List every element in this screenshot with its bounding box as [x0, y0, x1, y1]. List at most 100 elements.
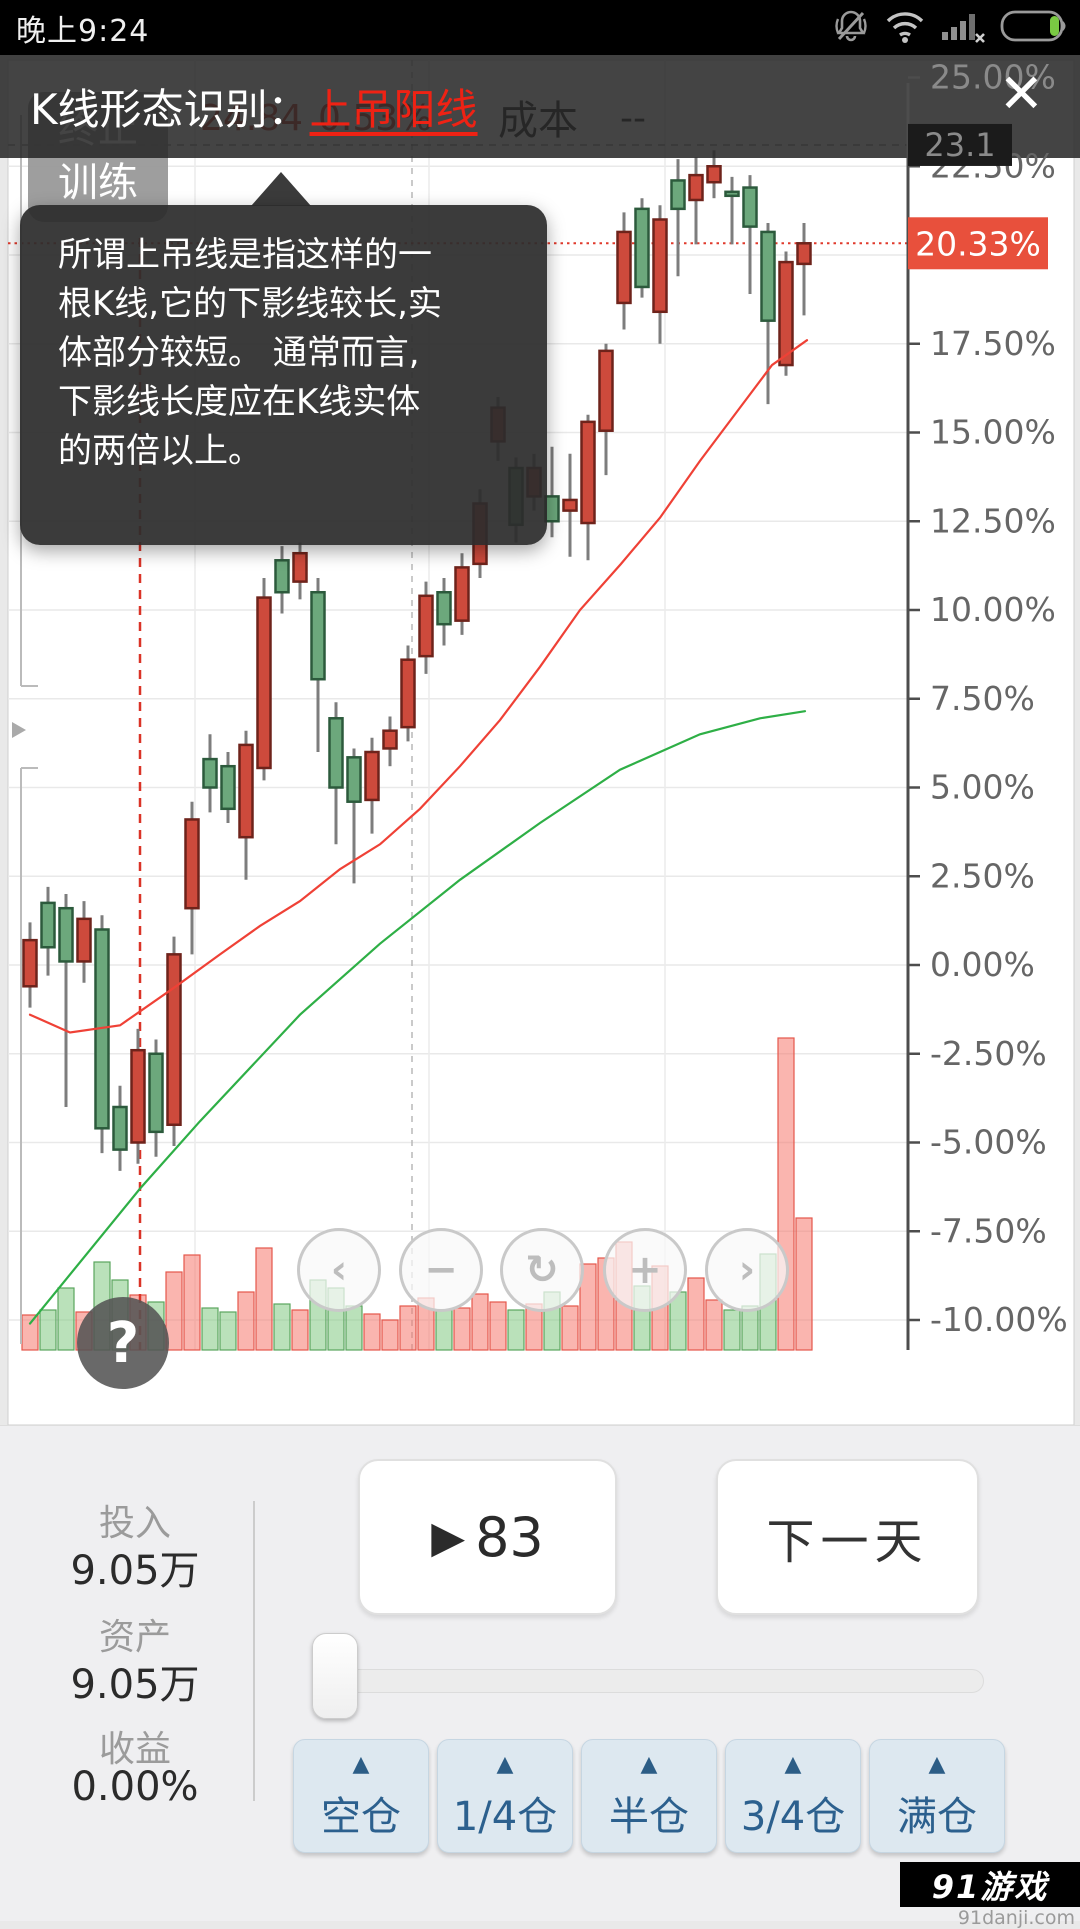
scroll-left-button[interactable]: ‹	[297, 1228, 381, 1312]
cost-badge	[908, 123, 1012, 166]
volume-bar	[723, 1309, 741, 1351]
triangle-up-icon: ▲	[496, 1752, 514, 1777]
candle-body	[238, 743, 254, 839]
ma-line	[28, 339, 809, 1034]
candle-body	[346, 756, 362, 803]
volume-bar	[561, 1305, 579, 1351]
volume-bar	[165, 1271, 183, 1351]
volume-bar	[345, 1305, 363, 1351]
axis-label: -5.00%	[930, 1123, 1047, 1162]
candle-body	[112, 1105, 128, 1151]
wifi-icon	[884, 8, 926, 48]
next-day-button[interactable]: 下一天	[716, 1459, 979, 1615]
candle-body	[454, 566, 470, 622]
candle-body	[418, 594, 434, 658]
position-empty-button[interactable]: ▲ 空仓	[293, 1739, 429, 1853]
volume-bar	[507, 1309, 525, 1351]
play-button[interactable]: ▶ 83	[358, 1459, 617, 1615]
volume-bar	[777, 1037, 795, 1351]
candle-body	[400, 658, 416, 729]
triangle-up-icon: ▲	[640, 1752, 658, 1777]
volume-bar	[471, 1293, 489, 1351]
position-slider-track[interactable]	[312, 1669, 984, 1693]
assets-label: 资产	[98, 1617, 171, 1658]
volume-bar	[57, 1287, 75, 1351]
clock: 晚上9:24	[16, 13, 150, 49]
candle-body	[706, 165, 722, 184]
zoom-out-button[interactable]: −	[399, 1228, 483, 1312]
position-full-button[interactable]: ▲ 满仓	[869, 1739, 1005, 1853]
volume-bar	[795, 1217, 813, 1351]
tooltip-line: 的两倍以上。	[58, 431, 262, 471]
axis-label: -2.50%	[930, 1034, 1047, 1073]
volume-bar	[237, 1291, 255, 1351]
zoom-in-button[interactable]: +	[603, 1228, 687, 1312]
triangle-up-icon: ▲	[784, 1752, 802, 1777]
volume-bar	[21, 1314, 39, 1351]
axis-label: 25.00%	[930, 58, 1056, 97]
invested-value: 9.05万	[70, 1548, 200, 1594]
volume-bar	[219, 1311, 237, 1351]
volume-bar	[201, 1307, 219, 1351]
candle-body	[310, 591, 326, 681]
tooltip-line: 所谓上吊线是指这样的一	[58, 235, 432, 275]
tooltip-arrow	[251, 172, 311, 206]
position-slider-handle[interactable]	[312, 1633, 358, 1719]
chevron-left-icon: ‹	[330, 1247, 348, 1293]
candle-body	[796, 242, 812, 266]
stop-training-line2: 训练	[58, 160, 138, 206]
pattern-link[interactable]: 上吊阳线	[309, 85, 478, 134]
profit-value: 0.00%	[71, 1764, 199, 1810]
volume-bar	[39, 1309, 57, 1351]
help-button[interactable]: ?	[77, 1297, 169, 1389]
axis-label: 7.50%	[930, 679, 1035, 718]
cost-badge-value: 23.1	[924, 126, 995, 164]
header-bar: K线形态识别： 上吊阳线 ✕	[0, 55, 1080, 158]
position-half-button[interactable]: ▲ 半仓	[581, 1739, 717, 1853]
axis-label: 10.00%	[930, 590, 1056, 629]
volume-bar	[489, 1301, 507, 1351]
candle-body	[436, 591, 452, 626]
play-icon: ▶	[431, 1511, 466, 1563]
axis-label: 15.00%	[930, 413, 1056, 452]
volume-bar	[291, 1309, 309, 1351]
scroll-right-button[interactable]: ›	[705, 1228, 789, 1312]
candle-body	[778, 260, 794, 367]
candle-body	[742, 186, 758, 228]
mute-bell-icon	[832, 7, 870, 49]
triangle-up-icon: ▲	[928, 1752, 946, 1777]
candle-body	[202, 757, 218, 789]
panel-divider	[253, 1501, 255, 1801]
close-icon[interactable]: ✕	[998, 62, 1044, 125]
watermark-logo: 91游戏	[900, 1862, 1080, 1907]
candle-body	[256, 596, 272, 770]
position-quarter-button[interactable]: ▲ 1/4仓	[437, 1739, 573, 1853]
position-threequarter-button[interactable]: ▲ 3/4仓	[725, 1739, 861, 1853]
refresh-icon: ↻	[525, 1247, 559, 1293]
volume-bar	[381, 1319, 399, 1351]
volume-bar	[363, 1313, 381, 1351]
volume-bar	[687, 1277, 705, 1351]
candle-body	[760, 230, 776, 322]
axis-label: 12.50%	[930, 501, 1056, 540]
volume-bar	[705, 1299, 723, 1351]
candle-body	[634, 207, 650, 289]
page-title: K线形态识别：	[30, 85, 310, 134]
volume-bar	[579, 1263, 597, 1351]
reset-button[interactable]: ↻	[500, 1228, 584, 1312]
invested-label: 投入	[98, 1503, 171, 1544]
candle-body	[724, 190, 740, 198]
candle-body	[40, 901, 56, 949]
axis-label: 0.00%	[930, 945, 1035, 984]
signal-icon	[940, 8, 986, 48]
axis-label: -10.00%	[930, 1300, 1068, 1339]
ma-line	[28, 710, 807, 1325]
candle-body	[22, 938, 38, 988]
axis-label: -7.50%	[930, 1211, 1047, 1250]
candle-body	[688, 173, 704, 202]
price-badge	[908, 217, 1048, 270]
profit-label: 收益	[98, 1729, 171, 1770]
candle-body	[670, 179, 686, 211]
assets-value: 9.05万	[70, 1662, 200, 1708]
candle-body	[274, 559, 290, 594]
